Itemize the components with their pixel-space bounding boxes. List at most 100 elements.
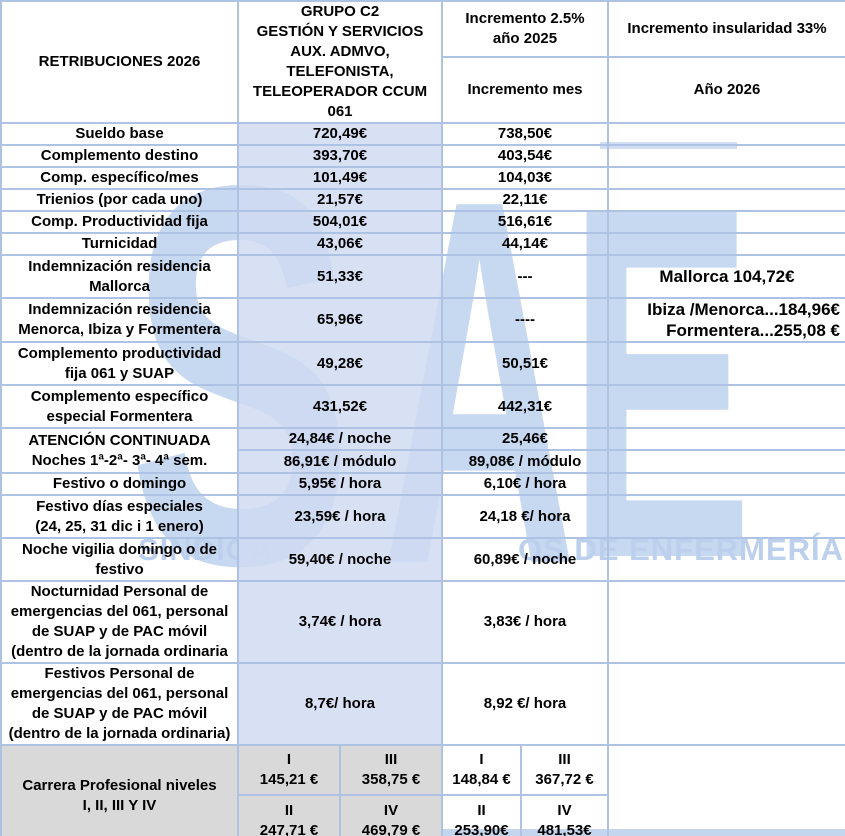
carrera-value: 367,72 € [535,771,594,788]
row-label-line: Carrera Profesional niveles [22,776,217,794]
header-grupo-line: GESTIÓN Y SERVICIOS [256,23,424,40]
table-row: Comp. específico/mes 101,49€ 104,03€ [0,166,845,190]
row-label-line: Mallorca [89,277,150,295]
row-label-line: Complemento específico [30,387,209,405]
value-incremento: 6,10€ / hora [441,472,609,496]
row-label-line: Indemnización residencia [28,257,211,275]
row-label-line: Complemento productividad [17,344,222,362]
table-row: Nocturnidad Personal de emergencias del … [0,580,845,664]
value-grupo-c2: 59,40€ / noche [237,537,443,582]
row-label-line: Menorca, Ibiza y Formentera [18,321,221,338]
value-insularidad [607,427,845,451]
value-insularidad [607,341,845,386]
value-insularidad [607,166,845,190]
row-label: Turnicidad [0,232,239,256]
carrera-level: III [384,751,398,768]
value-incremento: 22,11€ [441,188,609,212]
value-grupo-c2: 24,84€ / noche [237,427,443,451]
carrera-level: IV [557,801,572,819]
value-grupo-c2: 23,59€ / hora [237,494,443,539]
carrera-value: 481,53€ [537,821,592,836]
value-insularidad [607,210,845,234]
table-row: Complemento productividad fija 061 y SUA… [0,341,845,386]
value-incremento: 25,46€ [441,427,609,451]
row-label-line: Noches 1ª-2ª- 3ª- 4ª sem. [31,451,208,469]
table-row-atencion: ATENCIÓN CONTINUADA Noches 1ª-2ª- 3ª- 4ª… [0,427,845,474]
row-label: Festivo días especiales (24, 25, 31 dic … [0,494,239,539]
value-text: Ibiza /Menorca...184,96€ [647,300,840,319]
carrera-value: 148,84 € [452,771,511,788]
header-retribuciones-label: RETRIBUCIONES 2026 [38,53,201,70]
carrera-cell: II 253,90€ [441,794,522,836]
value-text: 393,70€ [312,147,368,164]
carrera-value: 247,71 € [259,821,319,836]
table-row: Complemento destino 393,70€ 403,54€ [0,144,845,168]
value-insularidad [607,662,845,746]
value-text: 21,57€ [317,191,363,208]
carrera-value: 253,90€ [454,821,509,836]
header-incremento-2025: Incremento 2.5% año 2025 [441,0,609,58]
table-row-carrera: II 247,71 € IV 469,79 € II 253,90€ IV 48… [1,794,845,836]
row-label-line: (24, 25, 31 dic i 1 enero) [35,517,204,535]
value-text: 442,31€ [497,397,553,415]
table-row: Trienios (por cada uno) 21,57€ 22,11€ [0,188,845,212]
value-incremento: 403,54€ [441,144,609,168]
value-grupo-c2: 8,7€/ hora [237,662,443,746]
row-label-line: (dentro de la jornada ordinaria [11,643,228,660]
value-grupo-c2: 101,49€ [237,166,443,190]
table-row: Festivo días especiales (24, 25, 31 dic … [0,494,845,539]
value-insularidad [607,580,845,664]
row-label-line: Turnicidad [81,235,158,252]
value-incremento: 50,51€ [441,341,609,386]
value-grupo-c2: 504,01€ [237,210,443,234]
carrera-cell: II 247,71 € [237,794,341,836]
row-label-line: Nocturnidad Personal de [30,583,209,600]
value-text: 44,14€ [502,235,548,252]
row-label: Complemento destino [0,144,239,168]
row-label-line: Complemento destino [40,147,199,164]
value-incremento: 8,92 €/ hora [441,662,609,746]
row-label: ATENCIÓN CONTINUADA Noches 1ª-2ª- 3ª- 4ª… [0,427,239,474]
table-row: Turnicidad 43,06€ 44,14€ [0,232,845,256]
value-text: 23,59€ / hora [294,507,386,525]
table-row: Comp. Productividad fija 504,01€ 516,61€ [0,210,845,234]
header-retribuciones: RETRIBUCIONES 2026 [0,0,239,124]
header-grupo-line: GRUPO C2 [300,3,380,20]
row-label-line: de SUAP y de PAC móvil [31,705,208,722]
value-text: 8,7€/ hora [304,695,376,712]
row-label-line: Festivo días especiales [36,497,203,515]
value-text: 403,54€ [497,147,553,164]
value-text: 59,40€ / noche [288,550,392,568]
table-row: Indemnización residencia Menorca, Ibiza … [0,297,845,343]
table-row: Noche vigilia domingo o de festivo 59,40… [0,537,845,582]
value-text: ---- [515,311,535,328]
value-text: 51,33€ [317,267,363,285]
row-label-line: Sueldo base [75,125,164,142]
table-row: Indemnización residencia Mallorca 51,33€… [0,254,845,299]
header-grupo-line: TELEFONISTA, [286,63,394,80]
row-label-line: Comp. Productividad fija [31,213,208,230]
value-insularidad [607,472,845,496]
value-incremento: 60,89€ / noche [441,537,609,582]
row-label-line: festivo [95,560,144,578]
value-insularidad [607,232,845,256]
value-incremento: 3,83€ / hora [441,580,609,664]
row-label: Comp. específico/mes [0,166,239,190]
row-label: Comp. Productividad fija [0,210,239,234]
value-text: 65,96€ [317,311,363,328]
row-label: Nocturnidad Personal de emergencias del … [0,580,239,664]
row-label-line: Indemnización residencia [28,301,211,318]
value-grupo-c2: 431,52€ [237,384,443,429]
value-incremento: 516,61€ [441,210,609,234]
carrera-level: I [479,751,484,768]
row-label: Festivos Personal de emergencias del 061… [0,662,239,746]
header-incremento-mes: Incremento mes [441,55,609,125]
carrera-level: II [477,801,486,819]
row-label-line: I, II, III Y IV [82,796,157,814]
value-grupo-c2: 49,28€ [237,341,443,386]
value-text: --- [517,267,533,285]
value-text: 738,50€ [497,125,553,142]
carrera-cell: III 367,72 € [520,744,609,796]
carrera-cell: I 145,21 € [237,744,341,796]
